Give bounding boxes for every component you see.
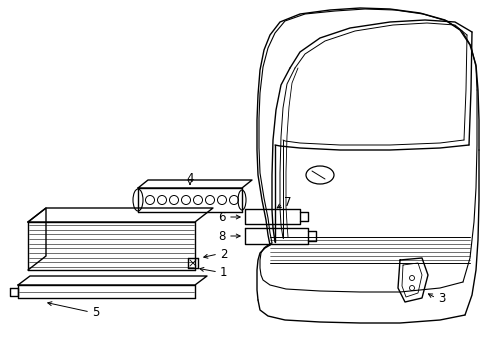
Text: 3: 3 bbox=[437, 292, 445, 305]
Text: 2: 2 bbox=[220, 248, 227, 261]
Text: 5: 5 bbox=[92, 306, 99, 319]
Text: 6: 6 bbox=[218, 211, 225, 224]
Text: 1: 1 bbox=[220, 266, 227, 279]
Text: 4: 4 bbox=[186, 171, 193, 185]
Text: 8: 8 bbox=[218, 230, 225, 243]
Text: 7: 7 bbox=[284, 195, 291, 208]
